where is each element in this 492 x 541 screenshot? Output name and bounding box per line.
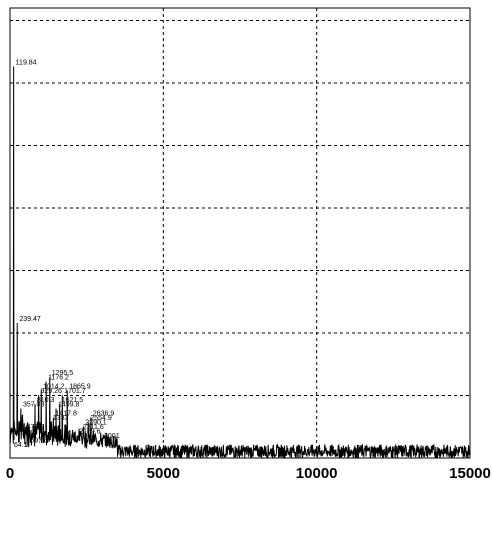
grid-lines: [10, 8, 470, 458]
peak-label: 1499.8: [58, 402, 80, 409]
peak-label: 1865.9: [69, 384, 91, 391]
signal-line: [9, 66, 471, 460]
peak-label: 476.3: [27, 424, 45, 431]
peak-label: 2636.9: [93, 411, 115, 418]
peak-label: 1014.2: [43, 384, 65, 391]
peak-label: 3001: [104, 433, 120, 440]
peak-label: 1621.5: [62, 397, 84, 404]
peak-label: 1333: [53, 415, 69, 422]
peak-label: 929.26: [40, 388, 62, 395]
peak-label: 2189.6: [79, 429, 101, 436]
x-tick-label: 15000: [449, 465, 491, 482]
peak-label: 597.8: [30, 438, 48, 445]
peak-label: 1295.5: [52, 370, 74, 377]
peak-label: 1417.8: [55, 411, 77, 418]
peak-label: 119.84: [16, 60, 37, 67]
peak-label: 64.1: [14, 442, 28, 449]
x-tick-label: 10000: [296, 465, 338, 482]
signal-series: [9, 66, 471, 460]
peak-label: 2390.1: [85, 420, 107, 427]
peak-labels: 119.84239.47357.03476.3597.8810.3929.261…: [14, 60, 120, 450]
x-tick-label: 0: [6, 465, 14, 482]
x-axis-tick-labels: 0 5000 10000 15000: [6, 465, 491, 482]
peak-label: 239.47: [19, 316, 41, 323]
peak-label: 357.03: [23, 402, 45, 409]
x-tick-label: 5000: [147, 465, 180, 482]
peak-label: 810.3: [37, 397, 55, 404]
peak-label: 1176.2: [48, 375, 69, 382]
peak-label: 2311.6: [83, 424, 104, 431]
peak-label: 2554.9: [90, 415, 112, 422]
peak-label: 1701.7: [64, 388, 86, 395]
